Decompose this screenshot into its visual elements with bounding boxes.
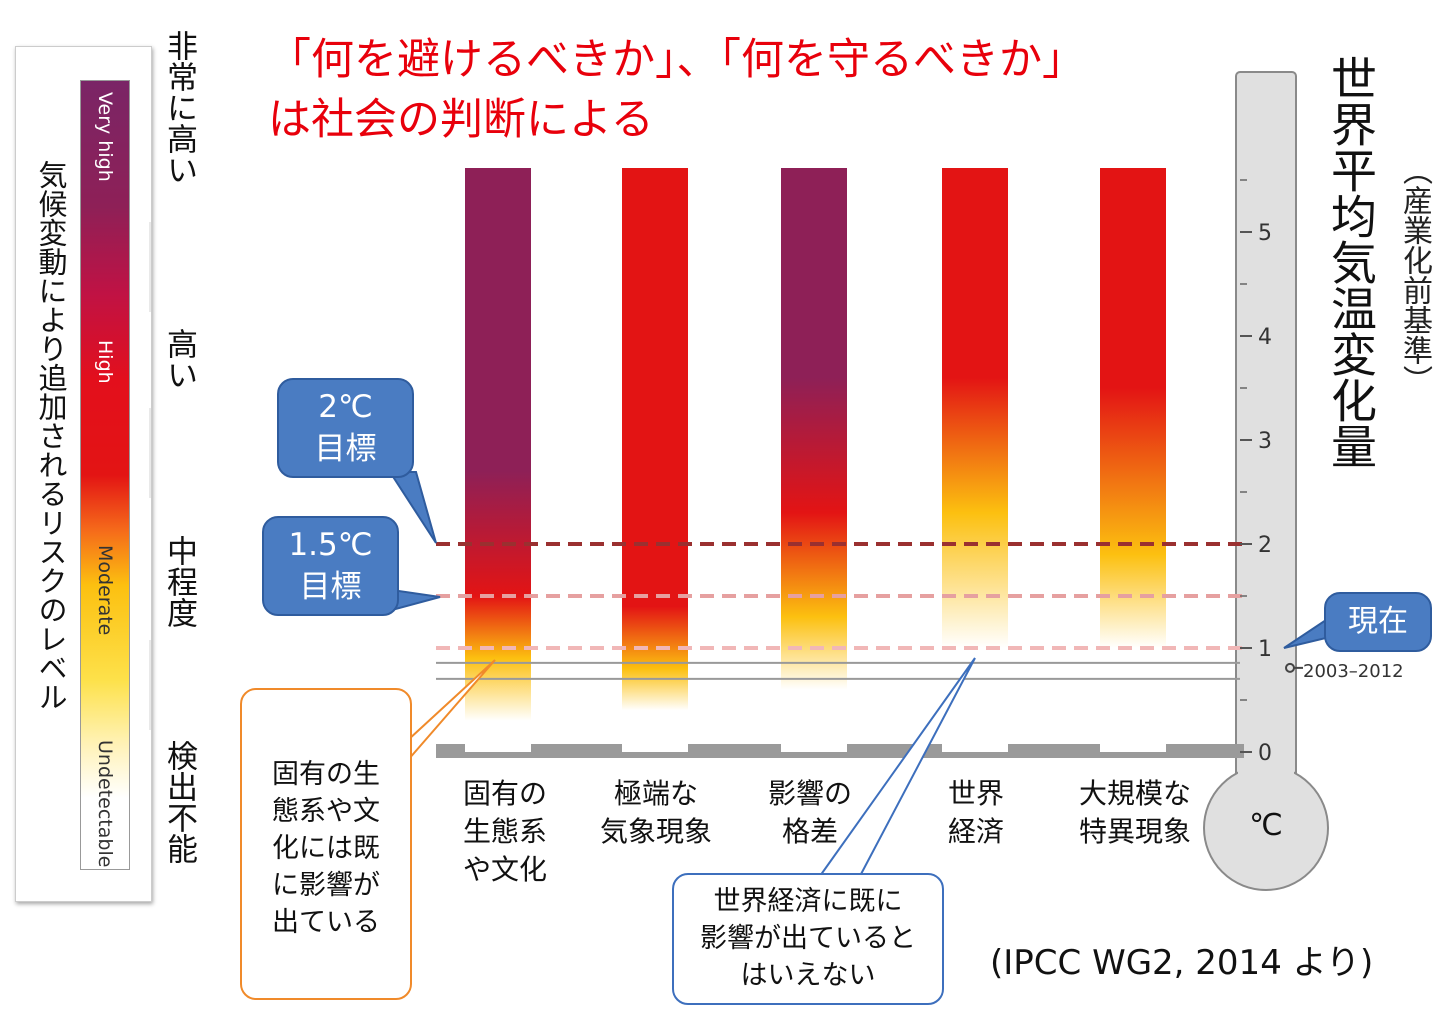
economy-pointer — [819, 657, 976, 877]
level-divider — [149, 640, 151, 730]
category-label-line: 経済 — [947, 815, 1004, 848]
level-moderate-ja: 中程度 — [161, 535, 197, 628]
ecosystem-note-line: 出ている — [272, 907, 380, 938]
category-label-singular-events: 大規模な 特異現象 — [1055, 775, 1215, 851]
level-divider — [149, 222, 151, 312]
category-label-ecosystems: 固有の 生態系 や文化 — [425, 775, 585, 889]
category-label-line: 格差 — [781, 815, 838, 848]
category-label-line: や文化 — [462, 853, 547, 886]
category-label-line: 固有の — [462, 777, 547, 810]
thermometer-tick-label: 0 — [1258, 741, 1272, 766]
level-moderate-en: Moderate — [94, 545, 116, 636]
level-divider — [149, 408, 151, 498]
thermometer-title: 世界平均気温変化量 — [1324, 55, 1378, 469]
target-15c-callout: 1.5℃ 目標 — [262, 516, 399, 616]
category-label-line: 極端な — [613, 777, 698, 810]
category-label-line: 特異現象 — [1078, 815, 1191, 848]
risk-bar-5 — [1100, 168, 1166, 752]
economy-note-callout: 世界経済に既に 影響が出ていると はいえない — [672, 873, 944, 1005]
category-label-line: 世界 — [947, 777, 1004, 810]
target-2c-callout: 2℃ 目標 — [277, 378, 414, 478]
ecosystem-note-line: 化には既 — [272, 833, 380, 864]
economy-note-line: 影響が出ていると — [700, 923, 916, 954]
ecosystem-note-line: 態系や文 — [272, 796, 380, 827]
level-high-en: High — [94, 340, 116, 384]
level-very-high-ja: 非常に高い — [161, 30, 197, 185]
target-15c-line2: 目標 — [299, 569, 362, 605]
category-label-line: 気象現象 — [599, 815, 712, 848]
title-line-2: は社会の判断による — [268, 95, 654, 145]
economy-note-line: 世界経済に既に — [713, 886, 903, 917]
target-2c-line2: 目標 — [314, 431, 377, 467]
risk-bar-1 — [465, 168, 531, 752]
source-citation: (IPCC WG2, 2014 より) — [990, 943, 1374, 983]
thermometer-tick-label: 1 — [1258, 637, 1272, 662]
level-very-high-en: Very high — [94, 92, 116, 182]
ecosystem-pointer — [407, 659, 496, 761]
ecosystem-note-line: に影響が — [272, 870, 380, 901]
celsius-unit-label: ℃ — [1249, 808, 1283, 843]
target-2c-line1: 2℃ — [318, 389, 373, 425]
level-undetectable-ja: 検出不能 — [161, 740, 197, 864]
period-label: 2003–2012 — [1303, 661, 1404, 682]
level-high-ja: 高い — [161, 328, 197, 390]
thermometer-tick-label: 3 — [1258, 429, 1272, 454]
thermometer-subtitle: （産業化前基準） — [1397, 155, 1432, 395]
category-label-line: 大規模な — [1078, 777, 1191, 810]
risk-bar-3 — [781, 168, 847, 752]
risk-color-scale — [80, 80, 130, 870]
category-label-distribution: 影響の 格差 — [730, 775, 890, 851]
legend-title: 気候変動により追加されるリスクのレベル — [34, 160, 68, 711]
category-label-global-economy: 世界 経済 — [896, 775, 1056, 851]
thermometer-tick-label: 5 — [1258, 221, 1272, 246]
category-label-line: 生態系 — [462, 815, 547, 848]
target-15c-line1: 1.5℃ — [288, 527, 373, 563]
thermometer-neck — [1238, 700, 1294, 780]
title-line-1: 「何を避けるべきか」、「何を守るべきか」 — [268, 35, 1085, 85]
risk-bar-4 — [942, 168, 1008, 752]
thermometer-tick-label: 2 — [1258, 533, 1272, 558]
economy-note-line: はいえない — [740, 960, 876, 991]
risk-bar-2 — [622, 168, 688, 752]
thermometer-tick-label: 4 — [1258, 325, 1272, 350]
category-label-extreme-weather: 極端な 気象現象 — [576, 775, 736, 851]
ecosystem-note-line: 固有の生 — [272, 759, 380, 790]
level-undetectable-en: Undetectable — [94, 740, 116, 868]
page-title: 「何を避けるべきか」、「何を守るべきか」 は社会の判断による — [268, 30, 1085, 150]
ecosystem-note-callout: 固有の生 態系や文 化には既 に影響が 出ている — [240, 688, 412, 1000]
target-15c-pointer — [391, 588, 441, 612]
now-callout: 現在 — [1324, 592, 1432, 652]
category-label-line: 影響の — [767, 777, 852, 810]
